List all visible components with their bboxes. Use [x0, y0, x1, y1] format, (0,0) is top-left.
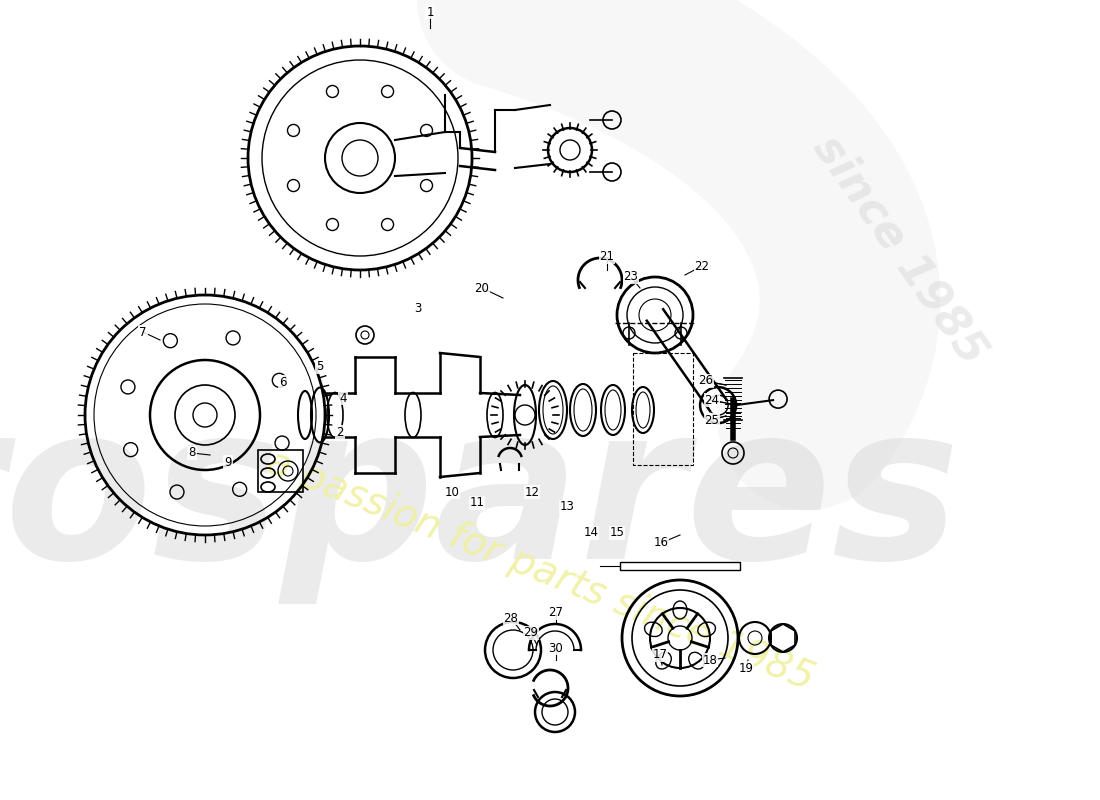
Text: 22: 22 [694, 259, 710, 273]
Text: 11: 11 [470, 497, 484, 510]
Text: 13: 13 [560, 501, 574, 514]
Text: 20: 20 [474, 282, 490, 294]
Text: 24: 24 [704, 394, 719, 406]
Text: 10: 10 [444, 486, 460, 498]
Text: 28: 28 [504, 611, 518, 625]
Text: 16: 16 [653, 537, 669, 550]
Text: 3: 3 [415, 302, 421, 314]
Text: 4: 4 [339, 391, 346, 405]
Text: 19: 19 [738, 662, 754, 674]
Text: 26: 26 [698, 374, 714, 387]
Text: 23: 23 [624, 270, 638, 283]
Text: 7: 7 [140, 326, 146, 338]
Text: 18: 18 [703, 654, 717, 666]
Text: 25: 25 [705, 414, 719, 426]
Text: 12: 12 [525, 486, 539, 498]
Text: 21: 21 [600, 250, 615, 263]
Text: 30: 30 [549, 642, 563, 654]
Text: 29: 29 [524, 626, 539, 639]
Text: 27: 27 [549, 606, 563, 619]
Text: 15: 15 [609, 526, 625, 539]
Text: 17: 17 [652, 649, 668, 662]
Text: 1: 1 [427, 6, 433, 18]
Text: 8: 8 [188, 446, 196, 459]
Text: 2: 2 [337, 426, 343, 438]
Text: 6: 6 [279, 375, 287, 389]
Text: a passion for parts since 1985: a passion for parts since 1985 [261, 442, 820, 698]
Text: since 1985: since 1985 [805, 127, 994, 373]
Text: 14: 14 [583, 526, 598, 539]
Text: 5: 5 [317, 361, 323, 374]
Text: 9: 9 [224, 455, 232, 469]
Text: eurospares: eurospares [0, 395, 960, 605]
